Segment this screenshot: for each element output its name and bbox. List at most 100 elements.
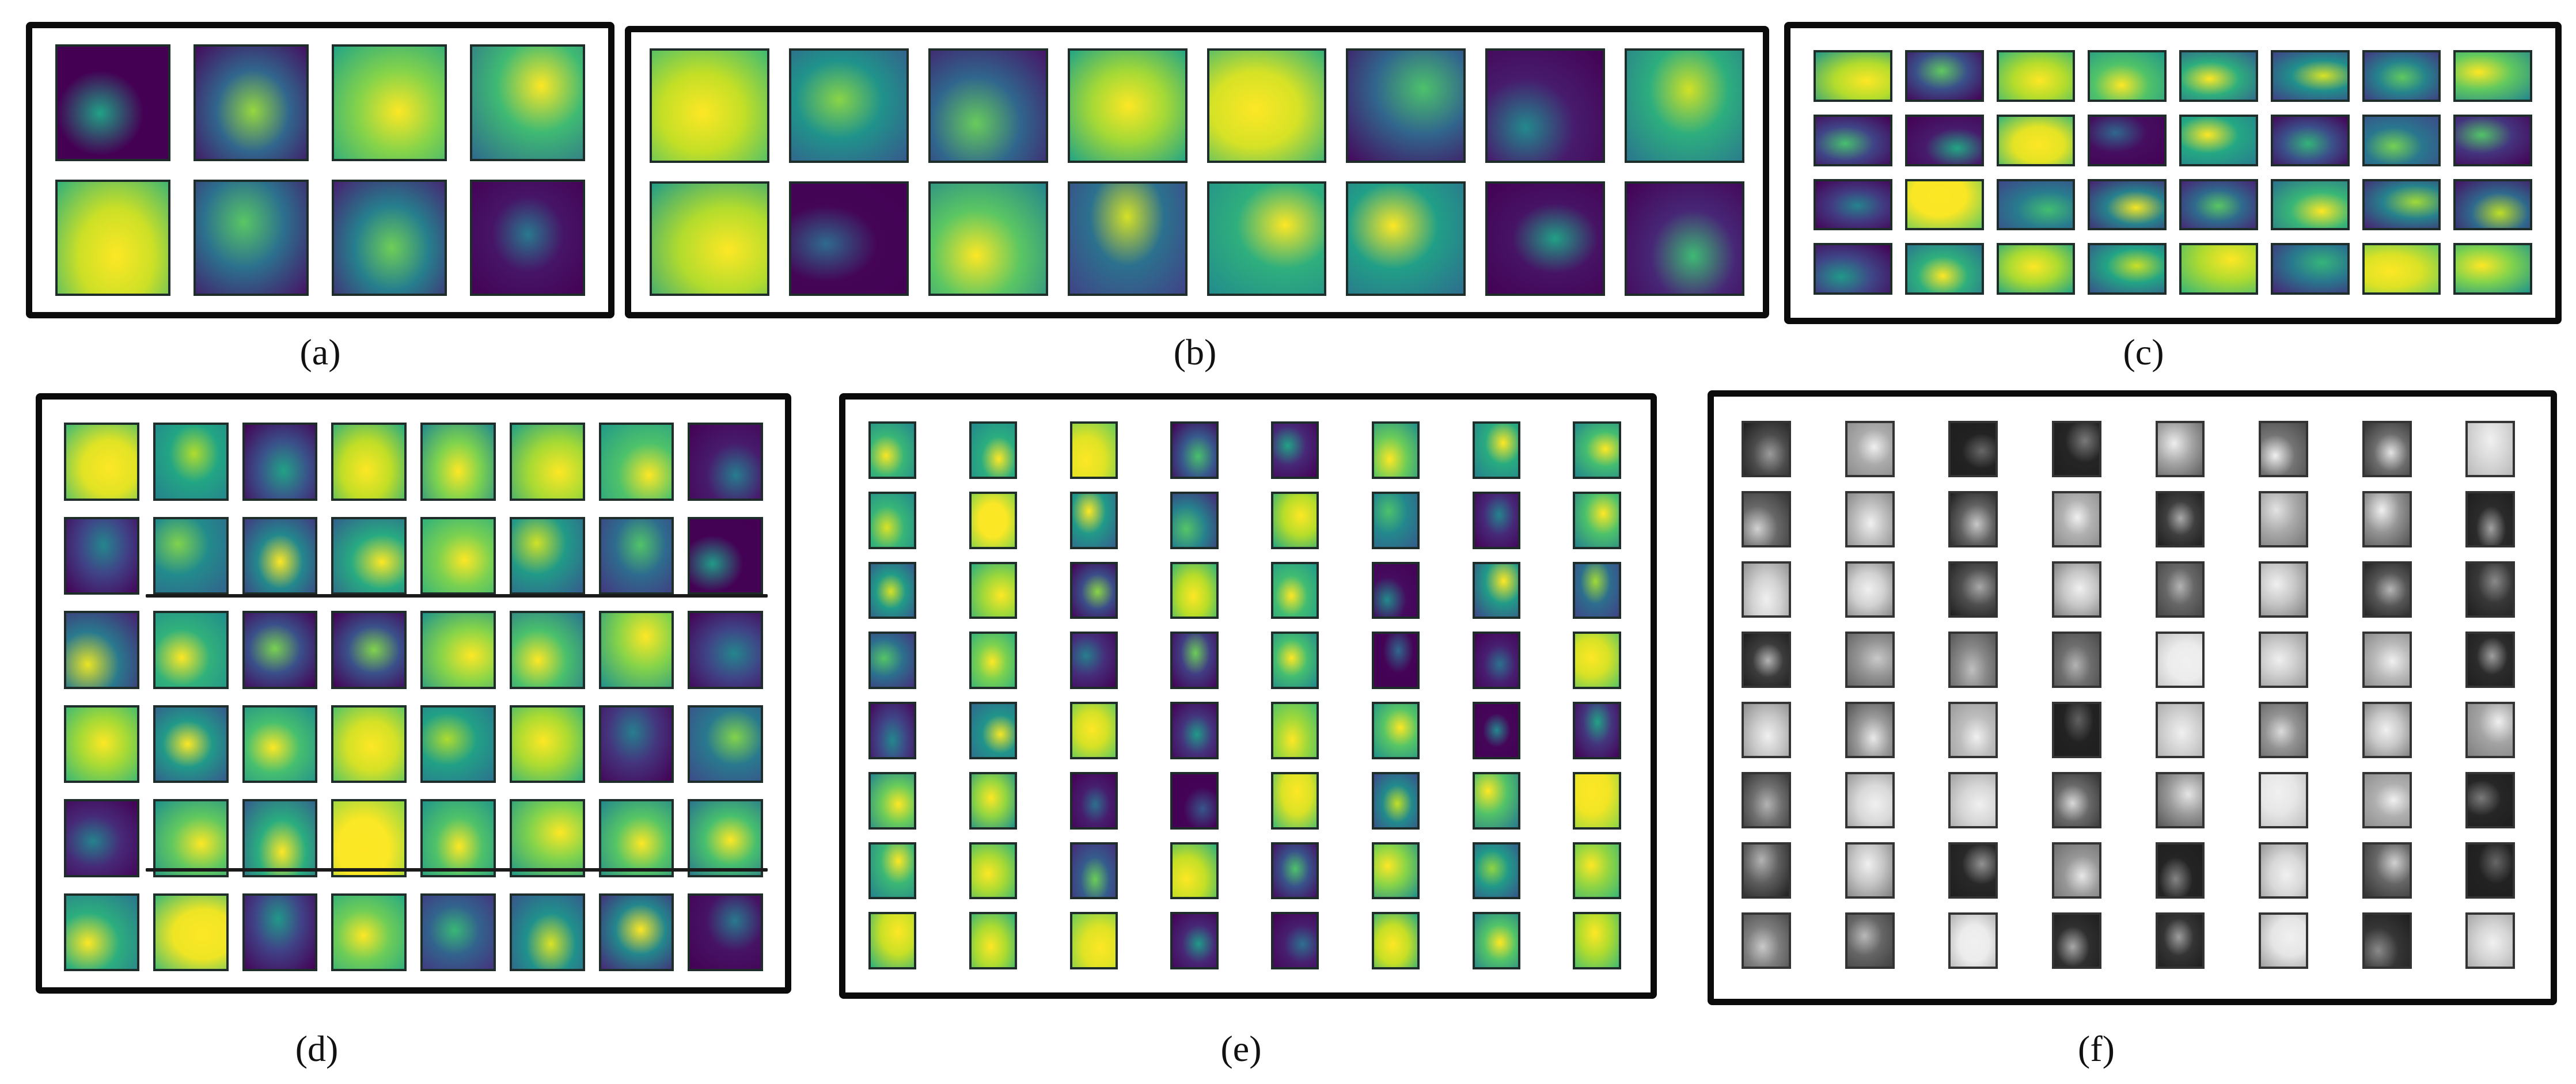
feature-map-thumbnail: [2051, 702, 2101, 758]
feature-map-thumbnail: [509, 893, 585, 971]
feature-map-cell: [2362, 561, 2419, 618]
feature-map-thumbnail: [509, 799, 585, 877]
feature-map-cell: [1371, 912, 1427, 969]
feature-map-thumbnail: [1742, 561, 1791, 618]
feature-map-cell: [2270, 243, 2350, 295]
feature-map-thumbnail: [2362, 178, 2441, 231]
feature-map-cell: [1742, 772, 1798, 828]
feature-map-thumbnail: [688, 516, 763, 595]
feature-map-thumbnail: [153, 799, 229, 877]
feature-map-thumbnail: [1346, 48, 1466, 163]
feature-map-cell: [194, 44, 309, 161]
feature-map-cell: [788, 48, 909, 163]
feature-map-thumbnail: [868, 842, 917, 900]
feature-map-thumbnail: [1371, 421, 1420, 479]
feature-map-thumbnail: [420, 705, 496, 783]
feature-map-grid-c: [1814, 50, 2532, 295]
feature-map-cell: [1625, 48, 1744, 163]
feature-map-thumbnail: [1905, 50, 1984, 102]
feature-map-thumbnail: [1371, 771, 1420, 830]
feature-map-thumbnail: [1472, 421, 1520, 479]
feature-map-thumbnail: [1069, 912, 1118, 969]
feature-map-cell: [2465, 842, 2522, 899]
feature-map-thumbnail: [2465, 912, 2516, 969]
feature-map-cell: [2270, 114, 2350, 166]
feature-map-thumbnail: [1625, 48, 1744, 163]
feature-map-cell: [2362, 421, 2419, 477]
feature-map-thumbnail: [1371, 632, 1420, 689]
feature-map-cell: [331, 799, 407, 877]
panel-b: [625, 26, 1769, 318]
feature-map-cell: [2155, 912, 2212, 969]
feature-map-cell: [242, 611, 318, 689]
feature-map-thumbnail: [2362, 702, 2412, 758]
feature-map-thumbnail: [1905, 243, 1984, 295]
feature-map-cell: [420, 423, 496, 501]
feature-map-thumbnail: [1472, 842, 1520, 900]
feature-map-thumbnail: [1271, 702, 1319, 759]
feature-map-cell: [868, 842, 923, 900]
feature-map-thumbnail: [598, 893, 674, 971]
feature-map-thumbnail: [688, 893, 763, 971]
feature-map-thumbnail: [2362, 114, 2441, 166]
feature-map-thumbnail: [969, 632, 1018, 689]
feature-map-thumbnail: [1814, 243, 1892, 295]
feature-map-cell: [2088, 243, 2167, 295]
feature-map-cell: [1742, 491, 1798, 547]
feature-map-cell: [153, 705, 229, 783]
feature-map-thumbnail: [2155, 561, 2205, 618]
feature-map-thumbnail: [2051, 561, 2101, 618]
feature-map-cell: [1472, 421, 1527, 479]
feature-map-cell: [868, 491, 923, 549]
feature-map-thumbnail: [1996, 178, 2076, 231]
feature-map-thumbnail: [331, 799, 407, 877]
feature-map-thumbnail: [788, 181, 909, 296]
feature-map-thumbnail: [2259, 702, 2309, 758]
feature-map-cell: [1948, 702, 2005, 758]
feature-map-thumbnail: [1948, 772, 1998, 828]
feature-map-thumbnail: [509, 516, 585, 595]
feature-map-thumbnail: [2270, 178, 2350, 231]
feature-map-thumbnail: [650, 181, 769, 296]
feature-map-cell: [969, 912, 1024, 969]
feature-map-thumbnail: [1742, 421, 1791, 477]
feature-map-cell: [969, 561, 1024, 619]
feature-map-thumbnail: [331, 893, 407, 971]
feature-map-thumbnail: [1069, 632, 1118, 689]
feature-map-cell: [2155, 421, 2212, 477]
feature-map-cell: [1845, 842, 1902, 899]
feature-map-thumbnail: [1996, 243, 2076, 295]
feature-map-thumbnail: [153, 516, 229, 595]
row-separator: [146, 868, 768, 872]
feature-map-cell: [1069, 632, 1125, 689]
feature-map-thumbnail: [2362, 421, 2412, 477]
feature-map-cell: [420, 516, 496, 595]
feature-map-cell: [331, 893, 407, 971]
feature-map-thumbnail: [1472, 561, 1520, 619]
feature-map-thumbnail: [2453, 178, 2532, 231]
feature-map-cell: [153, 799, 229, 877]
feature-map-cell: [1742, 912, 1798, 969]
feature-map-thumbnail: [1371, 702, 1420, 759]
feature-map-cell: [64, 799, 139, 877]
feature-map-cell: [1573, 491, 1627, 549]
feature-map-thumbnail: [1207, 181, 1327, 296]
feature-map-cell: [1573, 842, 1627, 900]
feature-map-thumbnail: [1573, 632, 1621, 689]
feature-map-thumbnail: [2155, 912, 2205, 969]
feature-map-thumbnail: [1207, 48, 1327, 163]
feature-map-cell: [2362, 632, 2419, 688]
feature-map-cell: [1996, 50, 2076, 102]
feature-map-cell: [1845, 702, 1902, 758]
feature-map-thumbnail: [2362, 561, 2412, 618]
feature-map-thumbnail: [420, 611, 496, 689]
feature-map-cell: [1371, 771, 1427, 830]
feature-map-cell: [2259, 632, 2315, 688]
feature-map-cell: [688, 799, 763, 877]
feature-map-thumbnail: [242, 516, 318, 595]
feature-map-cell: [2051, 842, 2108, 899]
feature-map-cell: [650, 181, 769, 296]
feature-map-thumbnail: [650, 48, 769, 163]
feature-map-cell: [969, 842, 1024, 900]
feature-map-thumbnail: [598, 799, 674, 877]
